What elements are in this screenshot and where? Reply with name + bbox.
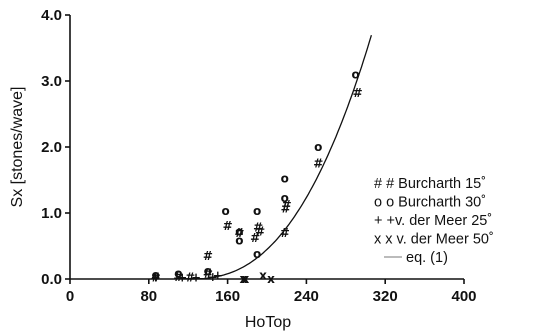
legend-item-curve: eq. (1) bbox=[406, 250, 448, 266]
y-tick-label: 2.0 bbox=[41, 139, 62, 156]
y-tick-label: 3.0 bbox=[41, 73, 62, 90]
point-series-2: o bbox=[253, 247, 261, 261]
point-series-1: # bbox=[203, 267, 213, 281]
point-series-2: o bbox=[235, 224, 243, 238]
point-series-1: # bbox=[173, 270, 183, 284]
point-series-4: x bbox=[239, 272, 247, 286]
point-series-2: o bbox=[235, 234, 243, 248]
point-series-1: # bbox=[313, 157, 323, 171]
point-series-1: # bbox=[280, 226, 290, 240]
curve-layer bbox=[188, 35, 373, 280]
point-series-2: o bbox=[281, 172, 289, 186]
point-series-3: + bbox=[213, 269, 223, 283]
point-series-3: + bbox=[208, 270, 218, 284]
point-series-1: # bbox=[151, 271, 161, 285]
point-series-2: o bbox=[174, 267, 182, 281]
point-series-2: o bbox=[152, 268, 160, 282]
tick-group: 0 80 160 240 320 400 0.0 1.0 2.0 3.0 4.0 bbox=[41, 7, 476, 305]
point-series-2: o bbox=[281, 191, 289, 205]
point-series-2: o bbox=[222, 204, 230, 218]
point-series-2: o bbox=[204, 264, 212, 278]
x-tick-label: 320 bbox=[373, 288, 398, 305]
point-series-3: + bbox=[191, 271, 201, 285]
point-series-1: # bbox=[255, 224, 265, 238]
point-series-1: # bbox=[353, 86, 363, 100]
point-series-1: # bbox=[185, 271, 195, 285]
point-series-4: x bbox=[267, 272, 275, 286]
point-series-1: # bbox=[234, 226, 244, 240]
y-tick-label: 0.0 bbox=[41, 271, 62, 288]
x-tick-label: 0 bbox=[66, 288, 74, 305]
x-tick-label: 400 bbox=[451, 288, 476, 305]
point-series-1: # bbox=[250, 231, 260, 245]
point-series-1: # bbox=[203, 249, 213, 263]
legend-item-3: + +v. der Meer 25˚ bbox=[374, 213, 492, 229]
legend: # # Burcharth 15˚ o o Burcharth 30˚ + +v. … bbox=[374, 176, 494, 266]
point-series-1: # bbox=[223, 219, 233, 233]
point-series-1: # bbox=[253, 221, 263, 235]
point-series-4: x bbox=[241, 272, 249, 286]
point-series-2: o bbox=[314, 140, 322, 154]
point-series-3: + bbox=[177, 271, 187, 285]
x-tick-label: 160 bbox=[215, 288, 240, 305]
legend-item-1: # # Burcharth 15˚ bbox=[374, 176, 486, 192]
point-series-2: o bbox=[352, 67, 360, 81]
legend-item-2: o o Burcharth 30˚ bbox=[374, 195, 486, 211]
point-series-4: x bbox=[259, 269, 267, 283]
point-series-1: # bbox=[282, 198, 292, 212]
point-series-1: # bbox=[281, 201, 291, 215]
eq1-curve bbox=[188, 35, 373, 280]
x-tick-label: 80 bbox=[140, 288, 157, 305]
point-series-3: + bbox=[151, 271, 161, 285]
y-axis-label: Sx [stones/wave] bbox=[9, 87, 26, 208]
x-tick-label: 240 bbox=[294, 288, 319, 305]
x-axis-label: HoTop bbox=[245, 314, 291, 331]
y-tick-label: 4.0 bbox=[41, 7, 62, 24]
y-tick-label: 1.0 bbox=[41, 205, 62, 222]
legend-item-4: x x v. der Meer 50˚ bbox=[374, 232, 494, 248]
point-series-2: o bbox=[253, 204, 261, 218]
